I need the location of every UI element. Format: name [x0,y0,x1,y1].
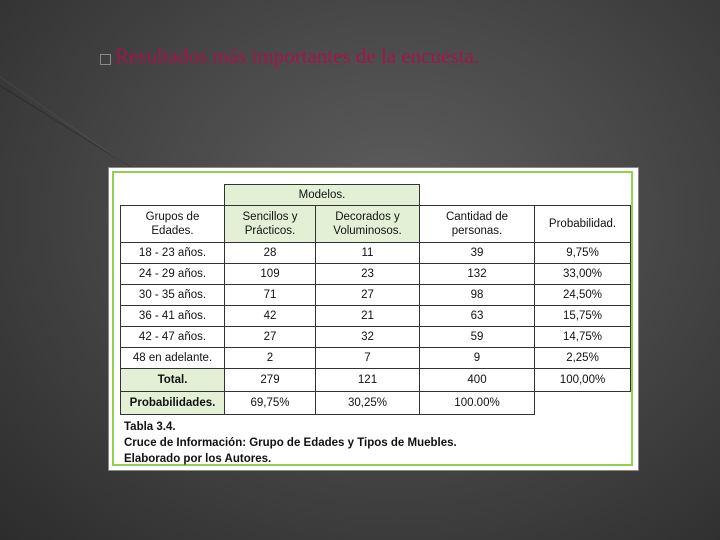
table-cell: 23 [315,263,420,285]
table-row: 30 - 35 años. 71 27 98 24,50% [120,284,631,306]
column-header: Cantidad de personas. [419,205,535,243]
table-cell: 27 [315,284,420,306]
table-cell: 48 en adelante. [120,347,225,369]
table-cell: 121 [315,368,420,392]
table-picture-frame: Modelos. Grupos de Edades. Sencillos y Prác… [108,167,639,471]
table-cell: 21 [315,305,420,327]
table-cell: 69,75% [224,391,316,415]
probabilities-row: Probabilidades. 69,75% 30,25% 100.00% [120,391,631,415]
table-cell: 27 [224,326,316,348]
empty-cell [420,185,535,206]
table-cell: 100,00% [534,368,631,392]
survey-results-table: Modelos. Grupos de Edades. Sencillos y Prác… [120,184,631,415]
column-header: Probabilidad. [534,205,631,243]
table-cell: 28 [224,242,316,264]
column-header: Sencillos y Prácticos. [224,205,316,243]
table-cell: 24 - 29 años. [120,263,225,285]
table-cell: 39 [419,242,535,264]
table-cell: 7 [315,347,420,369]
table-cell: 98 [419,284,535,306]
table-row: 48 en adelante. 2 7 9 2,25% [120,347,631,369]
title-bullet-icon [100,54,111,65]
empty-cell [535,392,631,415]
caption-line: Cruce de Información: Grupo de Edades y … [124,437,457,449]
table-cell: 2,25% [534,347,631,369]
table-cell: 15,75% [534,305,631,327]
column-header: Grupos de Edades. [120,205,225,243]
table-row: 24 - 29 años. 109 23 132 33,00% [120,263,631,285]
table-cell: 30,25% [315,391,420,415]
table-cell: 14,75% [534,326,631,348]
table-caption: Tabla 3.4. Cruce de Información: Grupo d… [124,419,457,467]
table-cell: 36 - 41 años. [120,305,225,327]
table-cell: 9 [419,347,535,369]
table-cell: 11 [315,242,420,264]
table-cell: 32 [315,326,420,348]
table-row: 42 - 47 años. 27 32 59 14,75% [120,326,631,348]
table-cell: 109 [224,263,316,285]
table-row: 18 - 23 años. 28 11 39 9,75% [120,242,631,264]
table-cell: 100.00% [419,391,535,415]
column-header: Decorados y Voluminosos. [315,205,420,243]
table-cell: 9,75% [534,242,631,264]
table-cell: 132 [419,263,535,285]
table-cell: 18 - 23 años. [120,242,225,264]
table-cell: 33,00% [534,263,631,285]
header-row: Grupos de Edades. Sencillos y Prácticos. Dec… [120,205,631,243]
empty-cell [535,185,631,206]
caption-line: Elaborado por los Autores. [124,453,272,465]
table-cell: 63 [419,305,535,327]
empty-cell [121,185,225,206]
table-row: 36 - 41 años. 42 21 63 15,75% [120,305,631,327]
table-cell: 59 [419,326,535,348]
table-cell: 2 [224,347,316,369]
total-row: Total. 279 121 400 100,00% [120,368,631,392]
table-cell: Total. [120,368,225,392]
table-cell: 279 [224,368,316,392]
table-cell: Probabilidades. [120,391,225,415]
group-header-cell: Modelos. [224,184,420,206]
table-cell: 42 [224,305,316,327]
green-frame-border: Modelos. Grupos de Edades. Sencillos y Prác… [112,171,633,466]
caption-line: Tabla 3.4. [124,421,176,433]
table-cell: 24,50% [534,284,631,306]
table-cell: 400 [419,368,535,392]
table-cell: 30 - 35 años. [120,284,225,306]
table-cell: 71 [224,284,316,306]
table-cell: 42 - 47 años. [120,326,225,348]
slide-title: Resultados más importantes de la encuest… [115,44,479,68]
